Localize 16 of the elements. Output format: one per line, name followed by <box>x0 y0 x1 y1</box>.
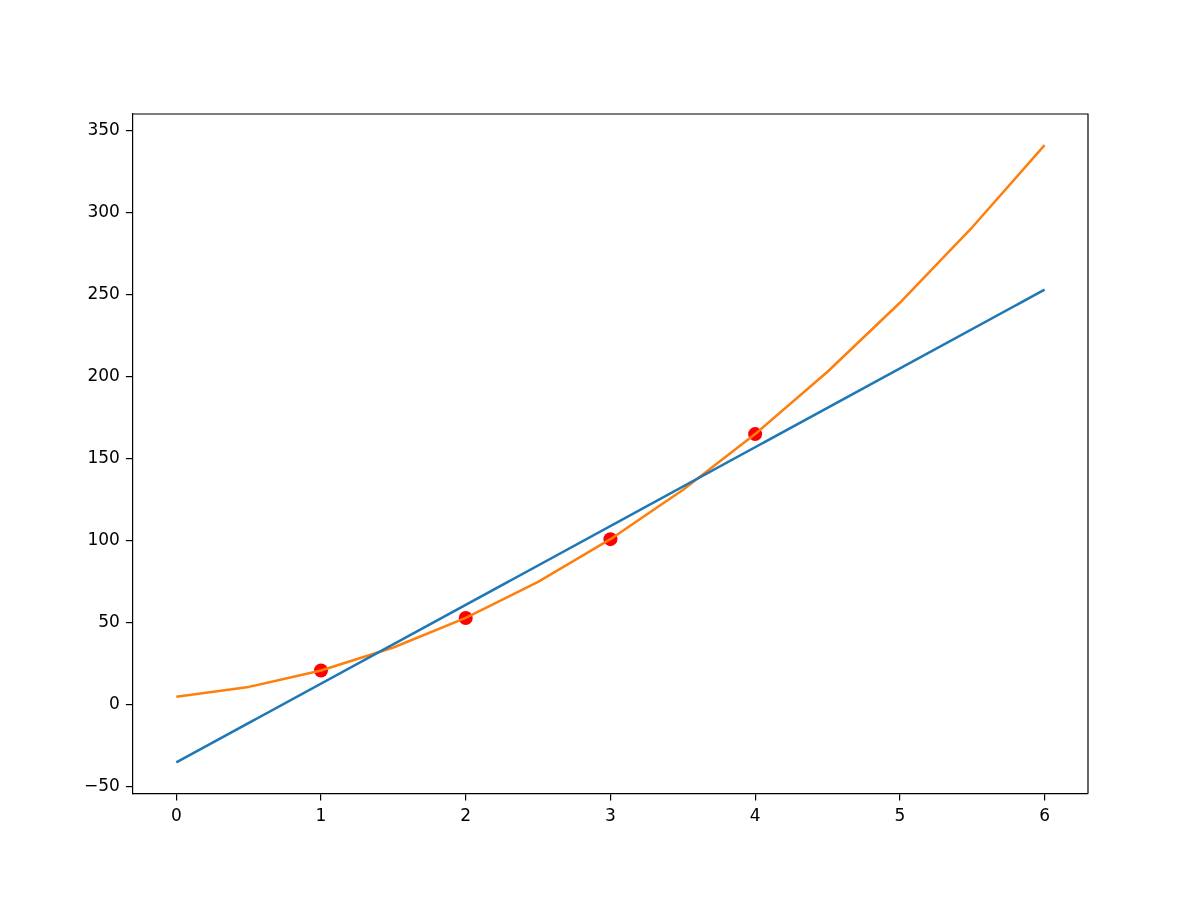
y-tick-label: 350 <box>87 118 120 139</box>
y-tick-label: 250 <box>87 282 120 303</box>
y-tick-label: 100 <box>87 529 120 550</box>
x-tick-label: 5 <box>894 805 906 826</box>
y-tick-label: 50 <box>98 611 120 632</box>
x-tick-label: 2 <box>460 805 472 826</box>
y-tick-label: 200 <box>87 365 120 386</box>
x-tick-label: 0 <box>170 805 182 826</box>
y-tick-label: 150 <box>87 447 120 468</box>
y-tick-label: −50 <box>83 775 120 796</box>
y-tick-label: 300 <box>87 200 120 221</box>
x-tick-label: 3 <box>605 805 616 826</box>
x-tick-label: 6 <box>1039 805 1050 826</box>
x-tick-label: 4 <box>749 805 761 826</box>
y-tick-label: 0 <box>109 693 120 714</box>
x-tick-label: 1 <box>315 805 327 826</box>
